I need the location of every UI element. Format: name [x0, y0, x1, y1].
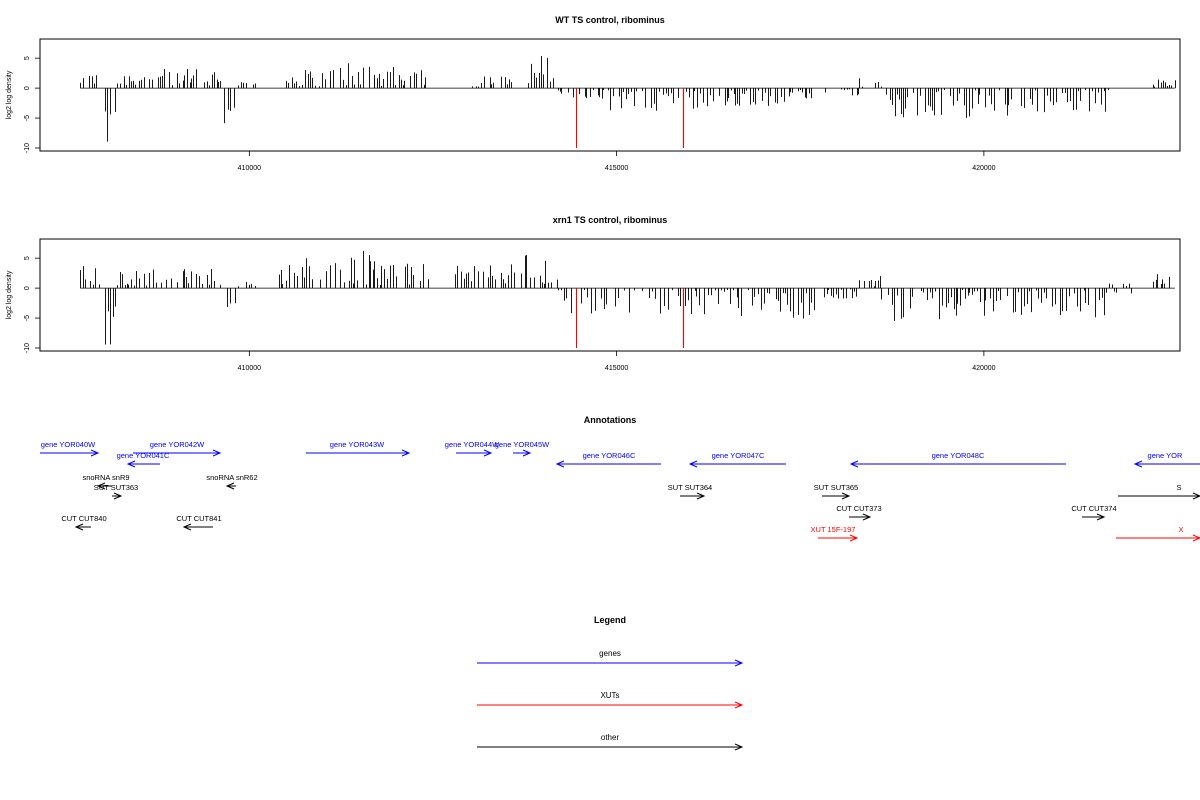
feature-arrow: [680, 492, 706, 500]
feature-label: gene YOR040W: [41, 440, 96, 449]
wt-track-highlights: [575, 88, 685, 149]
legend-item-other-label: other: [601, 733, 620, 742]
wt-track-y-axis: 5 0 -5 -10: [24, 56, 40, 153]
xrn1-track-highlights: [575, 288, 685, 349]
feature-label: X: [1178, 525, 1183, 534]
legend-arrow-line: [477, 701, 744, 709]
wt-track-ylabel: log2 log density: [6, 70, 13, 119]
feature-arrow: [1116, 534, 1200, 542]
y-tick-label: 5: [24, 256, 31, 260]
xrn1-track-bars: [80, 250, 1170, 345]
wt-track-frame: [39, 38, 1181, 152]
wt-track-panel: WT TS control, ribominus log2 log densit…: [6, 15, 1181, 172]
x-tick-label: 410000: [238, 165, 261, 172]
feature-arrow: [96, 482, 112, 490]
legend-item-xuts-arrow: [477, 701, 744, 709]
feature-label: SUT SUT365: [814, 483, 858, 492]
x-tick-label: 420000: [972, 365, 995, 372]
y-tick-label: -10: [24, 143, 31, 153]
feature-label: gene YOR046C: [583, 451, 636, 460]
feature-arrow: [513, 449, 532, 457]
xrn1-track-title: xrn1 TS control, ribominus: [553, 215, 668, 225]
legend-arrow-line: [477, 659, 744, 667]
feature-arrow: [225, 482, 236, 490]
feature-label: CUT CUT841: [176, 514, 221, 523]
feature-label: gene YOR041C: [117, 451, 170, 460]
feature-label: snoRNA snR9: [82, 473, 129, 482]
x-tick-label: 415000: [605, 365, 628, 372]
wt-track-x-axis: 410000 415000 420000: [238, 151, 996, 172]
y-tick-label: 5: [24, 56, 31, 60]
x-tick-label: 410000: [238, 365, 261, 372]
feature-label: gene YOR047C: [712, 451, 765, 460]
legend-title: Legend: [594, 615, 626, 625]
x-tick-label: 420000: [972, 165, 995, 172]
feature-arrow: [849, 460, 1066, 468]
feature-arrow: [1082, 513, 1106, 521]
feature-arrow: [688, 460, 786, 468]
feature-arrow: [112, 492, 123, 500]
feature-label: XUT 15F-197: [811, 525, 856, 534]
feature-label: gene YOR: [1148, 451, 1183, 460]
feature-arrow: [456, 449, 493, 457]
feature-arrow: [182, 523, 213, 531]
feature-label: S: [1176, 483, 1181, 492]
annotations-title: Annotations: [584, 415, 637, 425]
feature-arrow: [822, 492, 851, 500]
feature-label: SUT SUT364: [668, 483, 712, 492]
y-tick-label: -10: [24, 343, 31, 353]
legend-arrow-line: [477, 743, 744, 751]
xrn1-track-x-axis: 410000 415000 420000: [238, 351, 996, 372]
feature-arrow: [818, 534, 859, 542]
y-tick-label: -5: [24, 115, 31, 121]
xrn1-track-y-axis: 5 0 -5 -10: [24, 256, 40, 353]
feature-arrow: [40, 449, 100, 457]
y-tick-label: -5: [24, 315, 31, 321]
feature-arrow: [849, 513, 872, 521]
feature-label: gene YOR048C: [932, 451, 985, 460]
y-tick-label: 0: [24, 286, 31, 290]
feature-label: gene YOR043W: [330, 440, 385, 449]
feature-label: gene YOR042W: [150, 440, 205, 449]
feature-label: gene YOR045W: [495, 440, 550, 449]
x-tick-label: 415000: [605, 165, 628, 172]
feature-label: snoRNA snR62: [206, 473, 257, 482]
legend-item-other-arrow: [477, 743, 744, 751]
feature-label: CUT CUT840: [61, 514, 106, 523]
feature-label: SUT SUT363: [94, 483, 138, 492]
legend-item-xuts-label: XUTs: [600, 691, 619, 700]
y-tick-label: 0: [24, 86, 31, 90]
xrn1-track-frame: [39, 238, 1181, 352]
annotation-features: gene YOR040W gene YOR041C gene YOR042W gene…: [40, 440, 1200, 542]
feature-label: CUT CUT374: [1071, 504, 1116, 513]
legend-item-genes-label: genes: [599, 649, 621, 658]
feature-arrow: [555, 460, 661, 468]
feature-arrow: [1133, 460, 1200, 468]
feature-arrow: [126, 460, 160, 468]
xrn1-track-ylabel: log2 log density: [6, 270, 13, 319]
feature-label: gene YOR044W: [445, 440, 500, 449]
legend-panel: Legend genes XUTs other: [477, 615, 744, 751]
feature-label: CUT CUT373: [836, 504, 881, 513]
feature-arrow: [306, 449, 411, 457]
feature-arrow: [1118, 492, 1200, 500]
feature-arrow: [74, 523, 91, 531]
feature-arrow: [133, 449, 222, 457]
wt-track-title: WT TS control, ribominus: [555, 15, 665, 25]
legend-item-genes-arrow: [477, 659, 744, 667]
xrn1-track-panel: xrn1 TS control, ribominus log2 log dens…: [6, 215, 1181, 372]
wt-track-bars: [80, 56, 1176, 142]
